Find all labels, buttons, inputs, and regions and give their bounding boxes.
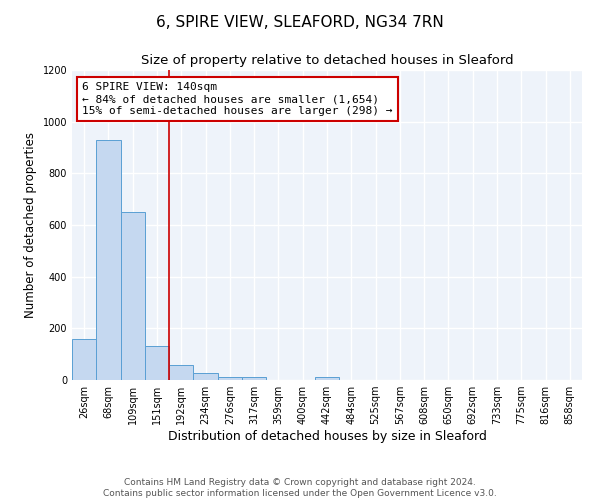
Bar (242, 377, 266, 380)
Bar (169, 364, 193, 380)
Text: 6 SPIRE VIEW: 140sqm
← 84% of detached houses are smaller (1,654)
15% of semi-de: 6 SPIRE VIEW: 140sqm ← 84% of detached h… (82, 82, 392, 116)
Text: Contains HM Land Registry data © Crown copyright and database right 2024.
Contai: Contains HM Land Registry data © Crown c… (103, 478, 497, 498)
Bar (218, 377, 242, 380)
Bar (315, 377, 339, 380)
X-axis label: Distribution of detached houses by size in Sleaford: Distribution of detached houses by size … (167, 430, 487, 443)
Title: Size of property relative to detached houses in Sleaford: Size of property relative to detached ho… (140, 54, 514, 68)
Bar (193, 373, 218, 380)
Bar (121, 212, 145, 380)
Bar (96, 140, 121, 380)
Text: 6, SPIRE VIEW, SLEAFORD, NG34 7RN: 6, SPIRE VIEW, SLEAFORD, NG34 7RN (156, 15, 444, 30)
Y-axis label: Number of detached properties: Number of detached properties (24, 132, 37, 318)
Bar (72, 338, 96, 380)
Bar (145, 346, 169, 380)
